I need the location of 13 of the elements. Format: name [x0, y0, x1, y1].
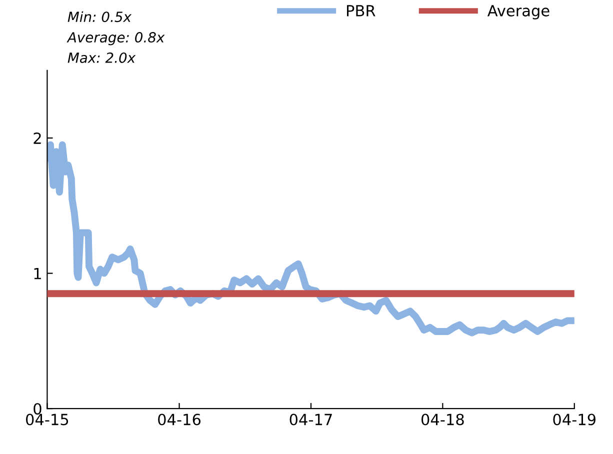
y-tick-label: 1	[34, 268, 41, 280]
legend-label: Average	[487, 5, 550, 20]
y-tick-label: 2	[34, 132, 41, 144]
x-tick-label: 04-19	[553, 414, 596, 426]
x-tick-label: 04-16	[158, 414, 200, 426]
x-tick-label: 04-17	[290, 414, 332, 426]
text: Min: 0.5x	[68, 11, 132, 22]
text: Average: 0.8x	[66, 32, 165, 46]
text: Max: 2.0x	[68, 52, 136, 63]
legend-label: PBR	[347, 5, 376, 16]
x-tick-label: 04-18	[421, 414, 464, 426]
x-tick-label: 04-15	[26, 414, 68, 426]
y-tick-label: 0	[34, 403, 42, 415]
